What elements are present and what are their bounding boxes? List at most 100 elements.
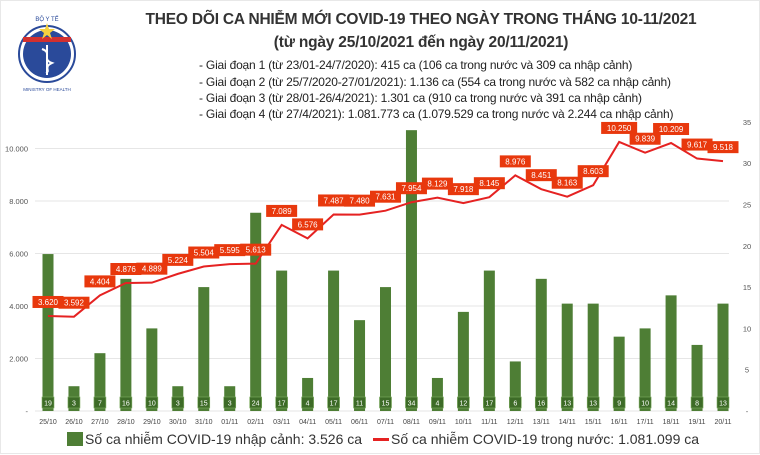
bar-value-box	[483, 396, 496, 409]
bar-value-label: 17	[485, 401, 493, 408]
x-axis-tick-label: 10/11	[455, 419, 472, 426]
line-value-box	[162, 253, 194, 266]
line-value-box	[601, 121, 638, 134]
line-value-box	[214, 244, 246, 257]
line-value-box	[499, 155, 531, 168]
bar-value-label: 4	[435, 401, 439, 408]
line-value-label: 5.595	[220, 246, 241, 255]
bar-value-box	[119, 396, 133, 409]
bar-value-label: 3	[228, 401, 232, 408]
bar-imported	[561, 303, 573, 411]
bar-value-box	[638, 396, 652, 409]
line-value-label: 7.918	[453, 185, 474, 194]
legend-swatch-bar	[67, 432, 83, 446]
bar-imported	[587, 303, 599, 411]
bar-imported	[405, 130, 417, 411]
line-value-label: 4.889	[142, 265, 163, 274]
x-axis-tick-label: 25/10	[39, 419, 57, 426]
bar-value-box	[67, 396, 81, 409]
right-axis-tick-label: 30	[743, 159, 751, 168]
line-value-box	[551, 176, 583, 189]
bar-value-label: 3	[72, 401, 76, 408]
line-value-label: 6.576	[298, 220, 319, 229]
x-axis-tick-label: 27/10	[91, 419, 109, 426]
bar-value-label: 9	[617, 401, 621, 408]
chart-title: THEO DÕI CA NHIỄM MỚI COVID-19 THEO NGÀY…	[145, 11, 697, 28]
bar-imported	[302, 377, 314, 411]
bar-imported	[354, 320, 366, 411]
bar-imported	[276, 270, 288, 411]
x-axis-tick-label: 16/11	[611, 419, 628, 426]
line-value-label: 8.451	[531, 171, 552, 180]
line-value-label: 10.250	[607, 124, 632, 133]
bar-value-label: 14	[667, 401, 675, 408]
legend-label-imported: Số ca nhiễm COVID-19 nhập cảnh: 3.526 ca	[85, 431, 363, 447]
bar-value-label: 24	[252, 401, 260, 408]
right-axis-tick-label: 15	[743, 283, 751, 292]
line-value-box	[84, 275, 116, 288]
x-axis-tick-label: 03/11	[273, 419, 290, 426]
left-axis-tick-label: 10.000	[5, 145, 28, 154]
line-value-label: 5.224	[168, 256, 189, 265]
x-axis-tick-label: 07/11	[377, 419, 394, 426]
legend-label-domestic: Số ca nhiễm COVID-19 trong nước: 1.081.0…	[391, 431, 700, 447]
line-value-box	[395, 182, 427, 195]
ministry-logo: BỘ Y TẾ MINISTRY OF HEALTH	[18, 16, 76, 92]
right-axis-tick-label: 35	[743, 118, 751, 127]
line-value-box	[473, 177, 505, 190]
bar-value-label: 16	[122, 401, 130, 408]
line-value-label: 8.145	[479, 179, 500, 188]
legend-swatch-line	[373, 437, 389, 441]
bar-value-label: 16	[537, 401, 545, 408]
svg-text:BỘ Y TẾ: BỘ Y TẾ	[35, 16, 58, 23]
line-value-box	[136, 262, 168, 275]
bar-imported	[639, 328, 651, 411]
x-axis-tick-label: 28/10	[117, 419, 135, 426]
line-value-box	[266, 204, 298, 217]
bar-value-box	[353, 396, 366, 409]
bar-value-label: 11	[356, 401, 363, 408]
line-value-box	[577, 165, 609, 178]
bar-value-label: 17	[278, 401, 286, 408]
left-axis-tick-label: 6.000	[9, 250, 28, 259]
bar-imported	[717, 303, 729, 411]
line-value-label: 9.518	[713, 143, 734, 152]
line-value-box	[421, 177, 453, 190]
line-value-label: 7.089	[272, 207, 293, 216]
bar-value-label: 34	[408, 401, 416, 408]
bar-value-label: 7	[98, 401, 102, 408]
right-axis-tick-label: 10	[743, 324, 751, 333]
line-value-box	[110, 263, 142, 276]
bar-value-box	[197, 396, 211, 409]
bar-value-box	[41, 396, 55, 409]
chart-subtitle: (từ ngày 25/10/2021 đến ngày 20/11/2021)	[273, 34, 569, 51]
line-value-box	[707, 141, 739, 154]
line-value-label: 7.487	[324, 196, 345, 205]
phase-1-text: - Giai đoạn 1 (từ 23/01-24/7/2020): 415 …	[199, 58, 633, 72]
bar-value-box	[275, 396, 288, 409]
bar-value-box	[457, 396, 470, 409]
bar-value-box	[431, 396, 444, 409]
x-axis-tick-label: 13/11	[533, 419, 550, 426]
right-axis-tick-label: 5	[745, 366, 749, 375]
line-value-label: 8.603	[583, 167, 604, 176]
line-value-box	[318, 194, 350, 207]
bar-imported	[483, 270, 495, 411]
line-value-label: 9.617	[687, 141, 708, 150]
bar-value-box	[534, 396, 548, 409]
line-value-label: 3.592	[64, 299, 85, 308]
svg-text:MINISTRY OF HEALTH: MINISTRY OF HEALTH	[23, 87, 71, 92]
x-axis-tick-label: 11/11	[481, 419, 498, 426]
x-axis-tick-label: 19/11	[689, 419, 706, 426]
x-axis-tick-label: 04/11	[299, 419, 316, 426]
x-axis-tick-label: 09/11	[429, 419, 446, 426]
bar-value-box	[249, 396, 262, 409]
right-axis-tick-label: 25	[743, 201, 751, 210]
x-axis-tick-label: 18/11	[663, 419, 680, 426]
line-value-label: 10.209	[659, 125, 684, 134]
bar-imported	[120, 278, 132, 411]
bar-imported	[198, 287, 210, 411]
phase-3-text: - Giai đoạn 3 (từ 28/01-26/4/2021): 1.30…	[199, 91, 642, 105]
bar-value-box	[327, 396, 340, 409]
